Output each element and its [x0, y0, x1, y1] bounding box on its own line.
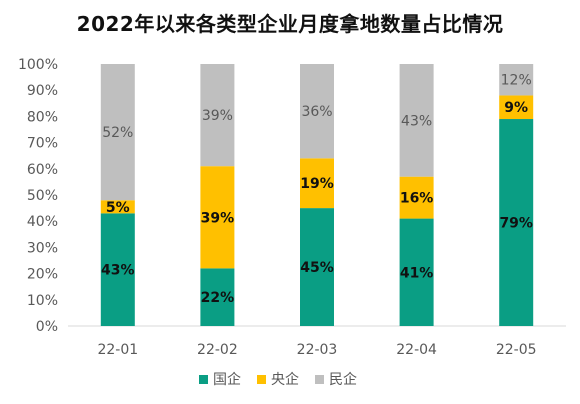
data-label: 79%	[499, 216, 533, 232]
bar-segment-yangqi	[100, 200, 135, 214]
bar-segment-yangqi	[499, 95, 534, 120]
legend-item: 国企	[199, 371, 241, 388]
x-tick-label: 22-03	[297, 342, 338, 358]
bar-segment-minqi	[200, 64, 235, 167]
data-label: 41%	[400, 265, 434, 281]
legend-label: 央企	[271, 371, 299, 388]
legend-label: 民企	[329, 371, 357, 388]
legend-label: 国企	[213, 371, 241, 388]
bar-segment-minqi	[399, 64, 434, 177]
data-label: 45%	[300, 260, 334, 276]
legend-swatch	[257, 375, 266, 384]
y-tick-label: 100%	[18, 57, 58, 73]
bar-segment-guoqi	[499, 119, 534, 327]
y-tick-label: 50%	[27, 188, 58, 204]
x-tick-label: 22-02	[197, 342, 238, 358]
data-label: 43%	[401, 113, 432, 129]
x-tick-label: 22-04	[396, 342, 437, 358]
y-tick-label: 70%	[27, 136, 58, 152]
bar-segment-minqi	[499, 64, 534, 96]
x-tick-label: 22-01	[97, 342, 138, 358]
data-label: 19%	[300, 176, 334, 192]
x-tick-label: 22-05	[496, 342, 537, 358]
data-label: 36%	[301, 104, 332, 120]
bar-segment-guoqi	[100, 213, 135, 326]
data-label: 22%	[201, 290, 235, 306]
y-tick-label: 60%	[27, 162, 58, 178]
data-label: 5%	[106, 200, 130, 216]
data-label: 39%	[201, 210, 235, 226]
legend-swatch	[199, 375, 208, 384]
y-tick-label: 20%	[27, 267, 58, 283]
bar-segment-yangqi	[399, 176, 434, 219]
data-label: 39%	[202, 108, 233, 124]
y-tick-label: 90%	[27, 83, 58, 99]
data-label: 12%	[501, 73, 532, 89]
legend-item: 民企	[315, 371, 357, 388]
data-label: 9%	[504, 100, 528, 116]
bar-segment-minqi	[100, 64, 135, 201]
legend-item: 央企	[257, 371, 299, 388]
y-tick-label: 40%	[27, 214, 58, 230]
bar-segment-guoqi	[200, 268, 235, 326]
data-label: 43%	[101, 263, 135, 279]
data-label: 52%	[102, 125, 133, 141]
y-tick-label: 10%	[27, 293, 58, 309]
data-label: 16%	[400, 191, 434, 207]
y-tick-label: 80%	[27, 109, 58, 125]
bar-segment-minqi	[300, 64, 334, 159]
bar-segment-yangqi	[200, 166, 235, 269]
chart-title: 2022年以来各类型企业月度拿地数量占比情况	[76, 12, 504, 36]
bar-segment-guoqi	[300, 208, 334, 326]
legend-swatch	[315, 375, 324, 384]
y-tick-label: 0%	[36, 319, 58, 335]
y-tick-label: 30%	[27, 240, 58, 256]
bar-segment-yangqi	[300, 158, 334, 209]
bar-segment-guoqi	[399, 218, 434, 326]
